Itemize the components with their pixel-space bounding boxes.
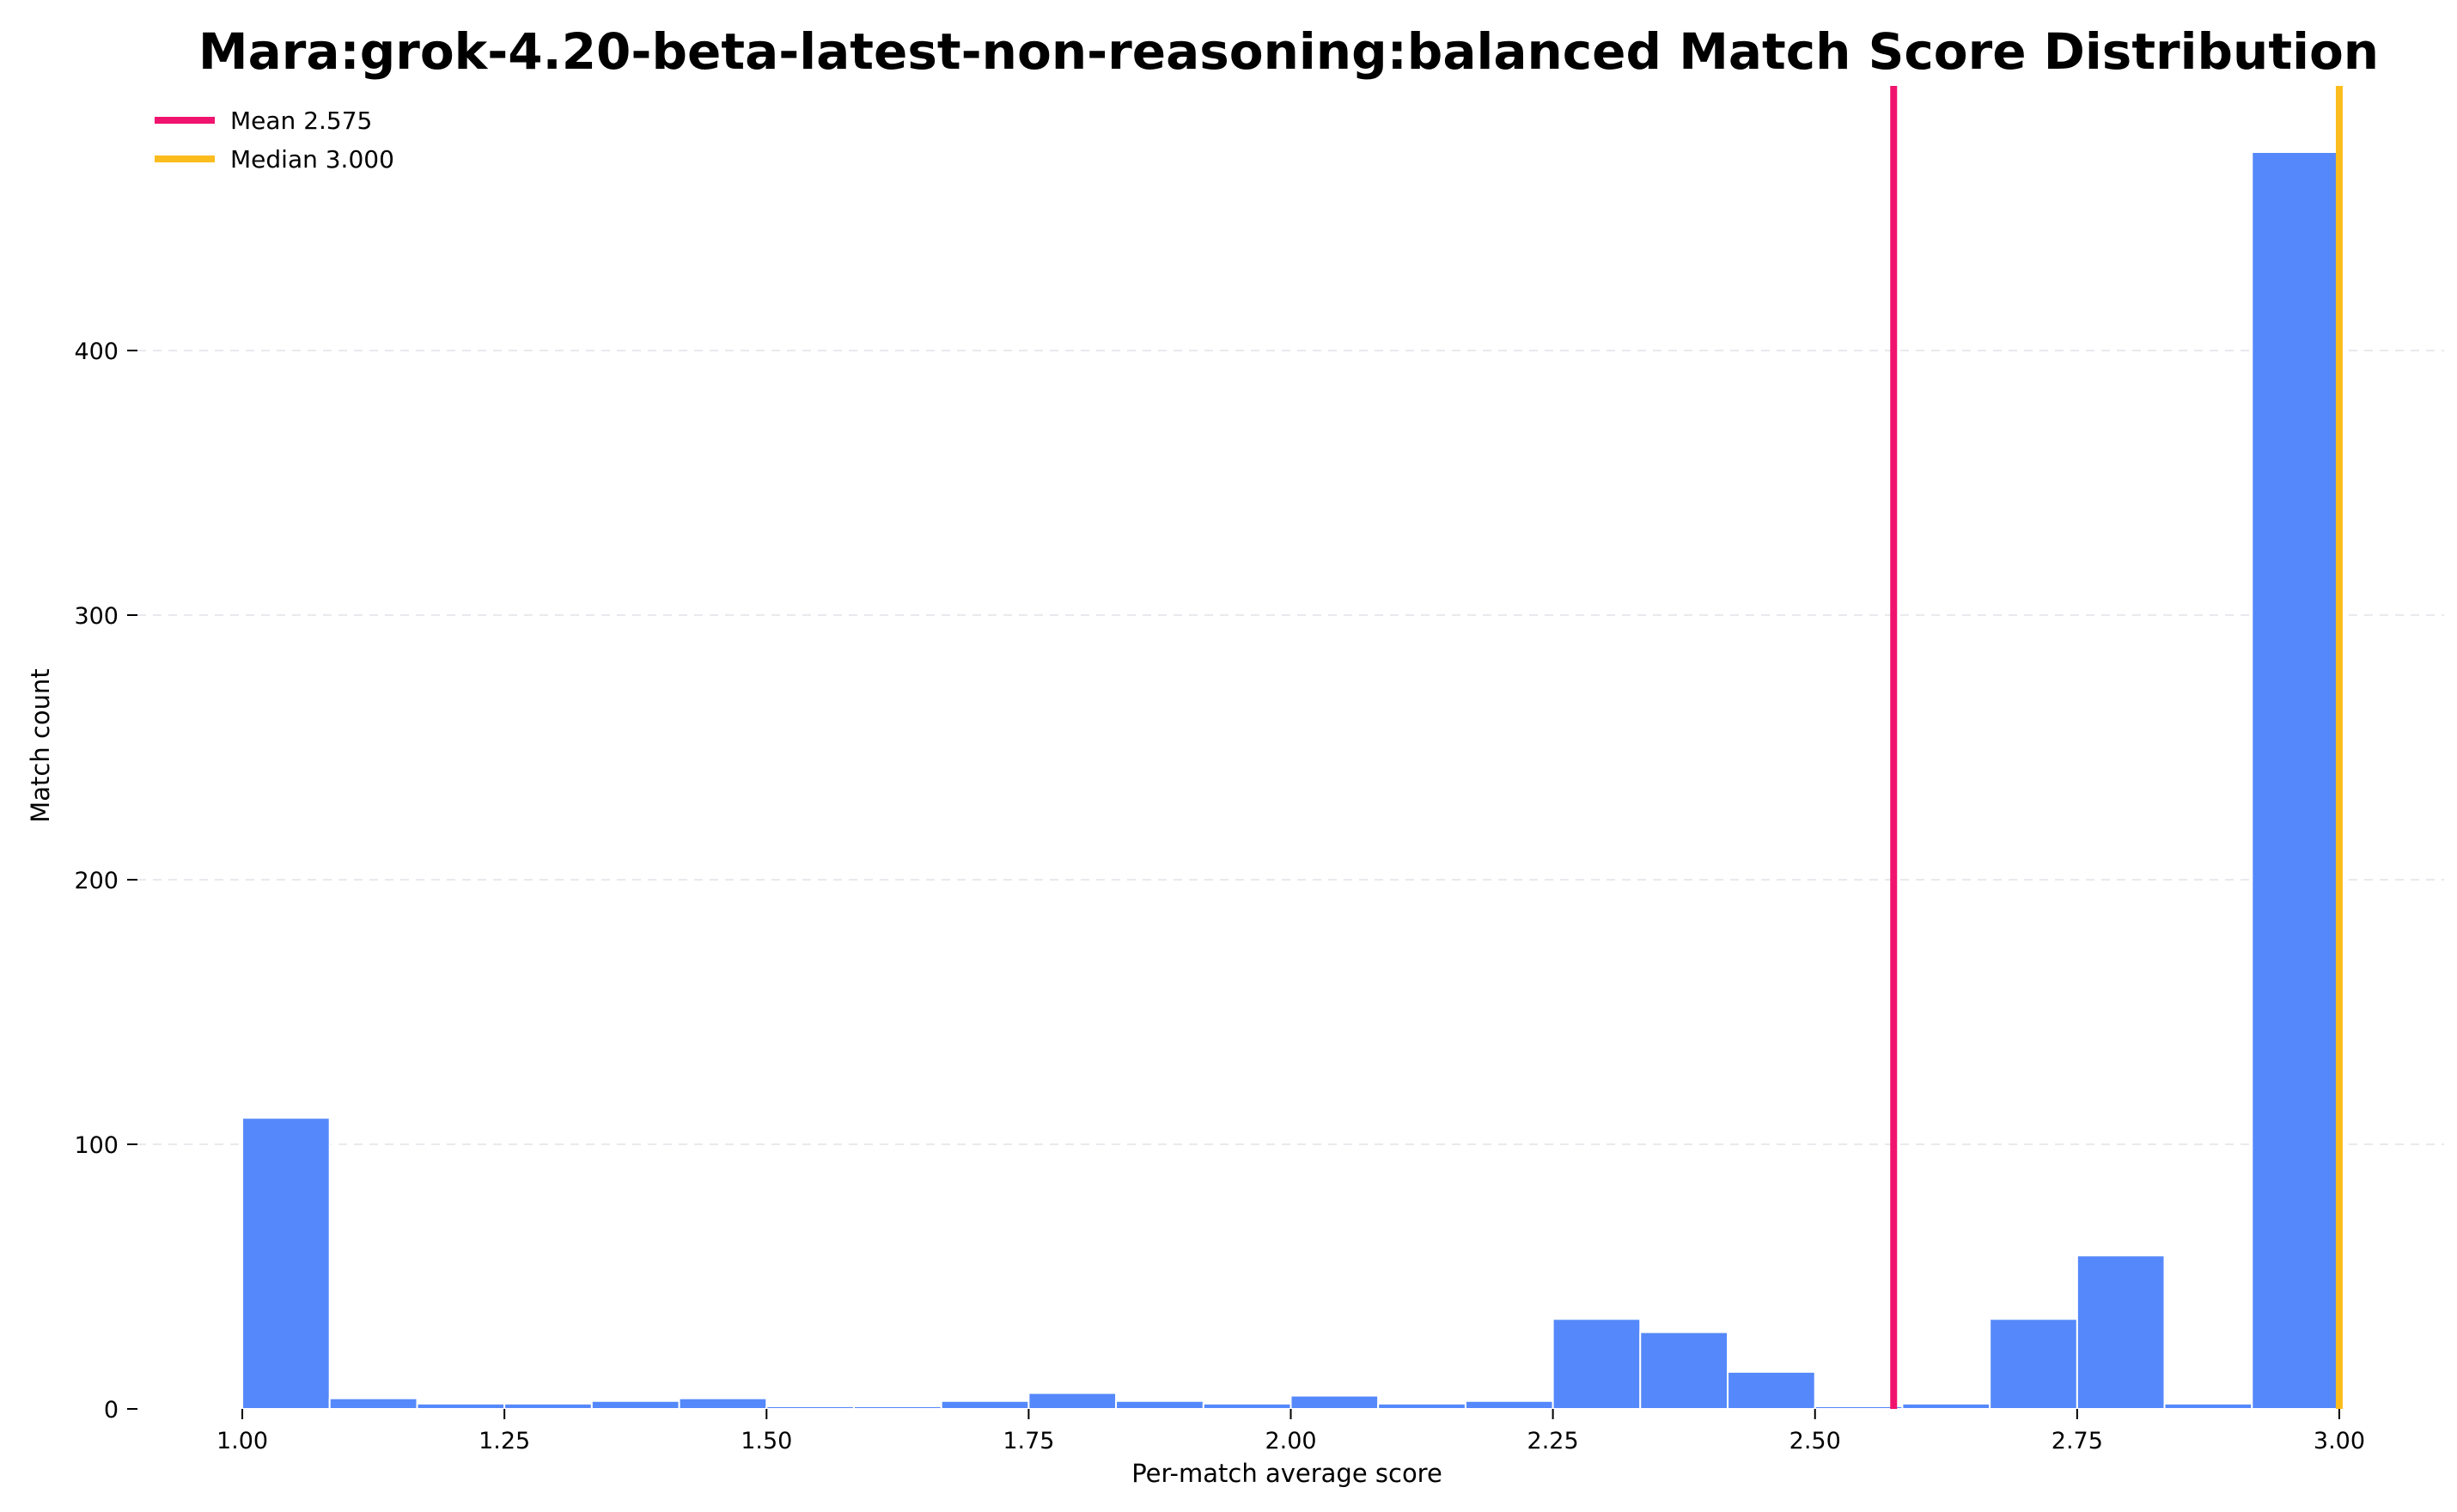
histogram-bar <box>416 1402 506 1410</box>
histogram-bar <box>1901 1402 1991 1410</box>
histogram-bar <box>1115 1399 1204 1411</box>
x-tick-label: 2.50 <box>1789 1428 1841 1454</box>
x-tick-label: 1.00 <box>216 1428 268 1454</box>
y-tick-label: 400 <box>74 338 119 365</box>
histogram-bar <box>940 1399 1030 1411</box>
x-axis-label: Per-match average score <box>1131 1459 1442 1488</box>
chart-title: Mara:grok-4.20-beta-latest-non-reasoning… <box>198 22 2379 81</box>
x-tick-label: 3.00 <box>2314 1428 2365 1454</box>
histogram-bar <box>1727 1370 1816 1411</box>
y-axis: 0 100 200 300 400 <box>74 338 137 1424</box>
x-tick-label: 1.50 <box>741 1428 792 1454</box>
histogram-bar <box>852 1405 942 1411</box>
histogram-bar <box>1552 1318 1642 1411</box>
histogram-bar <box>2251 151 2340 1410</box>
histogram-bar <box>2163 1402 2253 1410</box>
grid-lines <box>137 350 2444 1145</box>
legend: Mean 2.575 Median 3.000 <box>155 107 394 174</box>
x-axis: 1.00 1.25 1.50 1.75 2.00 2.25 2.50 2.75 3.00 <box>216 1409 2365 1454</box>
x-tick-label: 2.25 <box>1527 1428 1579 1454</box>
histogram-bar <box>1202 1402 1292 1410</box>
histogram-bar <box>765 1405 855 1411</box>
histogram-bar <box>1289 1394 1380 1410</box>
y-tick-label: 300 <box>74 603 119 630</box>
histogram-bar <box>328 1397 418 1411</box>
x-tick-label: 1.25 <box>479 1428 530 1454</box>
histogram-bar <box>1814 1405 1904 1411</box>
legend-label: Mean 2.575 <box>230 107 372 135</box>
histogram-bar <box>503 1402 593 1410</box>
histogram-bar <box>241 1117 331 1410</box>
histogram-bars <box>241 151 2340 1411</box>
x-tick-label: 1.75 <box>1003 1428 1054 1454</box>
legend-label: Median 3.000 <box>230 145 394 174</box>
histogram-bar <box>1639 1331 1729 1411</box>
histogram-bar <box>1377 1402 1466 1410</box>
y-tick-label: 0 <box>104 1397 119 1424</box>
histogram-bar <box>1464 1399 1554 1411</box>
y-tick-label: 100 <box>74 1132 119 1159</box>
x-tick-label: 2.00 <box>1265 1428 1316 1454</box>
histogram-bar <box>590 1399 680 1411</box>
reference-lines <box>1890 86 2343 1409</box>
y-tick-label: 200 <box>74 868 119 894</box>
y-axis-label: Match count <box>26 668 55 823</box>
histogram-bar <box>1027 1392 1118 1411</box>
histogram-bar <box>678 1397 768 1411</box>
histogram-bar <box>1989 1318 2078 1411</box>
histogram-bar <box>2076 1254 2166 1410</box>
x-tick-label: 2.75 <box>2052 1428 2103 1454</box>
